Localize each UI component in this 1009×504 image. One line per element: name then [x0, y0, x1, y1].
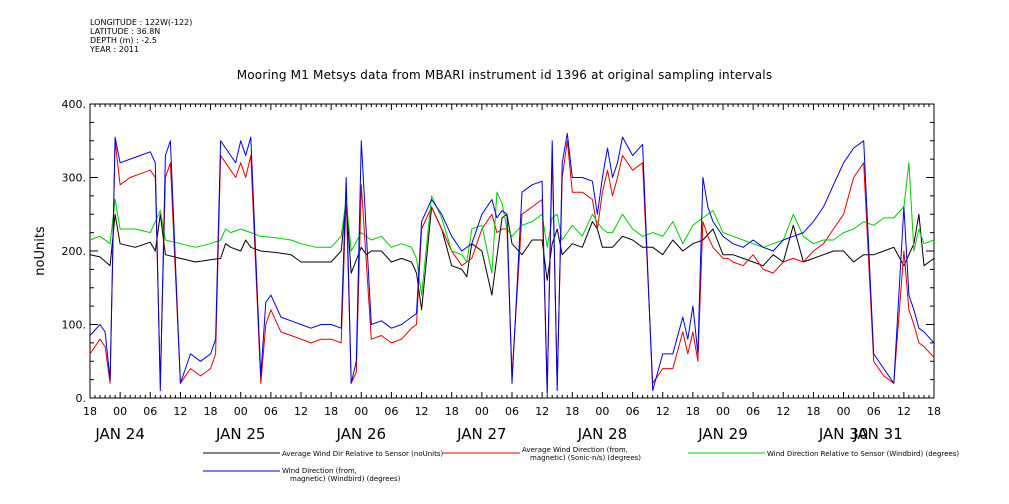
- x-tick-label: 18: [445, 405, 459, 418]
- y-tick-label: 100.: [62, 319, 87, 332]
- year-text: YEAR : 2011: [90, 45, 140, 54]
- x-tick-label: 18: [204, 405, 218, 418]
- x-tick-label: 06: [505, 405, 519, 418]
- x-tick-label: 12: [656, 405, 670, 418]
- x-tick-label: 00: [716, 405, 730, 418]
- x-tick-label: 18: [927, 405, 941, 418]
- x-tick-label: 18: [324, 405, 338, 418]
- depth-text: DEPTH (m) : -2.5: [90, 36, 157, 45]
- plot-frame: [89, 103, 935, 399]
- x-date-label: JAN 24: [94, 425, 145, 443]
- x-date-label: JAN 25: [215, 425, 266, 443]
- x-tick-label: 18: [83, 405, 97, 418]
- x-tick-label: 00: [113, 405, 127, 418]
- series-line-1: [89, 199, 935, 311]
- y-tick-label: 0.: [76, 392, 87, 405]
- y-tick-label: 300.: [62, 172, 87, 185]
- x-tick-label: 06: [384, 405, 398, 418]
- y-tick-label: 400.: [62, 98, 87, 111]
- x-date-label: JAN 29: [697, 425, 748, 443]
- series-line-2: [89, 140, 935, 392]
- x-tick-label: 00: [595, 405, 609, 418]
- x-tick-label: 00: [837, 405, 851, 418]
- x-tick-label: 18: [686, 405, 700, 418]
- x-tick-label: 06: [626, 405, 640, 418]
- x-date-label: JAN 28: [577, 425, 628, 443]
- x-tick-label: 06: [867, 405, 881, 418]
- x-tick-label: 00: [475, 405, 489, 418]
- series-line-4: [89, 132, 935, 395]
- axes: 18 00 06 12 18 00 06 12 18 00 06 12 18 00 06 12 18 00 06 12…: [33, 98, 941, 443]
- x-tick-label: 12: [535, 405, 549, 418]
- x-tick-label: 06: [746, 405, 760, 418]
- x-tick-label: 12: [294, 405, 308, 418]
- y-axis-label: noUnits: [33, 226, 48, 276]
- x-tick-label: 00: [354, 405, 368, 418]
- x-tick-label: 00: [234, 405, 248, 418]
- x-date-label: JAN 31: [852, 425, 903, 443]
- metadata-block: LONGITUDE : 122W(-122) LATITUDE : 36.8N …: [90, 18, 192, 54]
- x-tick-label: 18: [565, 405, 579, 418]
- x-tick-label: 12: [173, 405, 187, 418]
- x-tick-label: 18: [806, 405, 820, 418]
- legend: [203, 452, 765, 472]
- x-tick-label: 12: [897, 405, 911, 418]
- x-tick-label: 12: [776, 405, 790, 418]
- y-tick-label: 200.: [62, 245, 87, 258]
- x-tick-label: 12: [415, 405, 429, 418]
- series-line-3: [89, 162, 935, 296]
- series-lines: [89, 132, 935, 395]
- latitude-text: LATITUDE : 36.8N: [90, 27, 161, 36]
- x-date-label: JAN 27: [456, 425, 507, 443]
- x-date-label: JAN 26: [336, 425, 387, 443]
- longitude-text: LONGITUDE : 122W(-122): [90, 18, 193, 27]
- x-date-label: JAN 30: [818, 425, 869, 443]
- chart-title: Mooring M1 Metsys data from MBARI instru…: [236, 68, 773, 82]
- x-tick-label: 06: [264, 405, 278, 418]
- x-tick-label: 06: [143, 405, 157, 418]
